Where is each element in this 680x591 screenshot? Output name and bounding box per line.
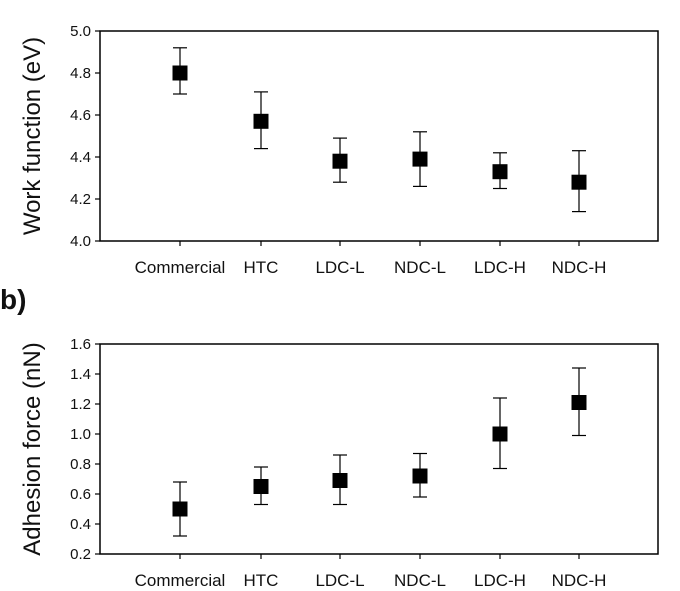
- y-tick-label: 1.6: [70, 336, 91, 353]
- category-label: LDC-L: [315, 571, 364, 590]
- data-point: [253, 113, 269, 129]
- category-label: NDC-L: [394, 258, 446, 277]
- plot-frame: [99, 30, 659, 242]
- y-tick-label: 0.6: [70, 486, 91, 503]
- y-tick-label: 4.8: [70, 65, 91, 82]
- y-ticks: [95, 343, 580, 559]
- data-point: [253, 479, 269, 494]
- category-label: LDC-H: [474, 258, 526, 277]
- y-tick-label: 1.0: [70, 426, 91, 443]
- data-point: [332, 153, 348, 169]
- adhesion-force-panel: b) 0.2 0.4 0.6 0.8 1.0 1.2 1.4 1.6 Commercial HT…: [0, 284, 659, 590]
- data-marks: [172, 47, 587, 213]
- work-function-panel: 4.0 4.2 4.4 4.6 4.8 5.0 Commercial HTC LDC-L NDC…: [19, 23, 659, 277]
- category-label: Commercial: [135, 571, 226, 590]
- data-point: [332, 473, 348, 488]
- category-label: NDC-L: [394, 571, 446, 590]
- category-labels: Commercial HTC LDC-L NDC-L LDC-H NDC-H: [135, 571, 607, 590]
- y-tick-label: 5.0: [70, 23, 91, 40]
- y-tick-label: 0.4: [70, 516, 91, 533]
- y-tick-label: 1.2: [70, 396, 91, 413]
- category-labels: Commercial HTC LDC-L NDC-L LDC-H NDC-H: [135, 258, 607, 277]
- panel-label-b: b): [0, 284, 26, 315]
- y-tick-label: 1.4: [70, 366, 91, 383]
- data-point: [571, 174, 587, 190]
- category-label: Commercial: [135, 258, 226, 277]
- category-label: HTC: [244, 258, 279, 277]
- y-tick-label: 0.2: [70, 546, 91, 563]
- y-ticks: [95, 30, 580, 246]
- data-point: [492, 426, 508, 442]
- data-point: [172, 65, 188, 81]
- y-tick-label: 0.8: [70, 456, 91, 473]
- category-label: HTC: [244, 571, 279, 590]
- data-point: [492, 164, 508, 180]
- y-tick-labels: 4.0 4.2 4.4 4.6 4.8 5.0: [70, 23, 91, 250]
- y-tick-label: 4.0: [70, 233, 91, 250]
- y-axis-label: Work function (eV): [19, 37, 46, 235]
- plot-frame: [99, 343, 659, 555]
- category-label: NDC-H: [552, 258, 607, 277]
- data-point: [571, 395, 587, 410]
- category-label: LDC-H: [474, 571, 526, 590]
- category-label: LDC-L: [315, 258, 364, 277]
- y-tick-label: 4.4: [70, 149, 91, 166]
- data-marks: [172, 367, 587, 537]
- y-tick-labels: 0.2 0.4 0.6 0.8 1.0 1.2 1.4 1.6: [70, 336, 91, 563]
- data-point: [172, 501, 188, 517]
- data-point: [412, 151, 428, 167]
- y-tick-label: 4.2: [70, 191, 91, 208]
- category-label: NDC-H: [552, 571, 607, 590]
- data-point: [412, 468, 428, 484]
- y-axis-label: Adhesion force (nN): [19, 342, 46, 555]
- y-tick-label: 4.6: [70, 107, 91, 124]
